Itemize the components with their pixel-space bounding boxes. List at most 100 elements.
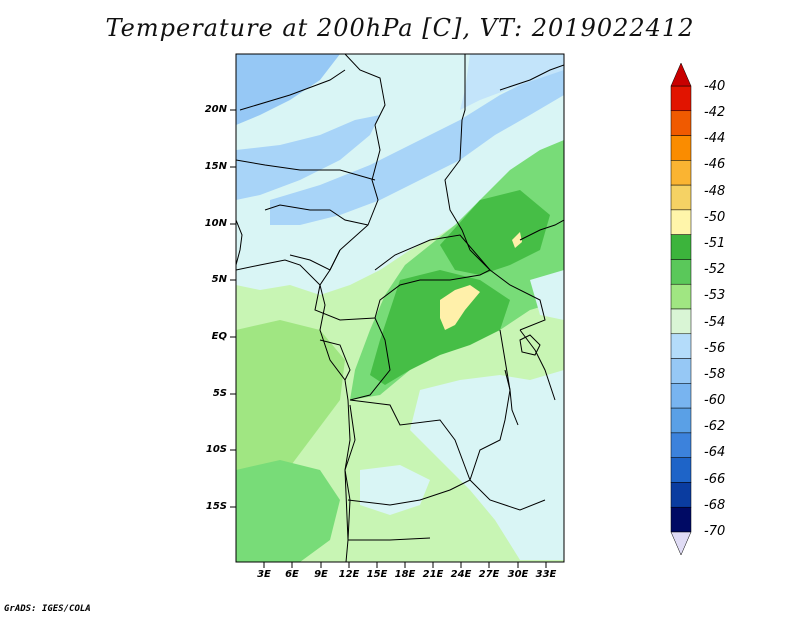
colorbar-label: -70	[704, 524, 726, 539]
cold-patch-ne2	[530, 270, 564, 320]
border-algeria-libya	[344, 54, 386, 126]
colorbar-label: -50	[704, 210, 726, 225]
colorbar-cell	[670, 135, 692, 161]
colorbar-cell	[670, 110, 692, 136]
border-ethiopia	[519, 219, 564, 241]
colorbar-cell	[670, 160, 692, 186]
border-niger-chad	[339, 124, 381, 251]
colorbar-label: -54	[704, 315, 726, 330]
map-fill	[236, 54, 564, 562]
lat-label-20n: 20N	[204, 104, 227, 115]
colorbar-label: -64	[704, 445, 726, 460]
colorbar-label: -68	[704, 498, 726, 513]
lat-label-15s: 15S	[205, 501, 227, 512]
colorbar-top-arrow	[670, 62, 692, 87]
lon-label-27e: 27E	[478, 569, 500, 580]
border-drc-east	[469, 329, 511, 481]
colorbar-label: -40	[704, 79, 726, 94]
border-west-sahel	[236, 159, 376, 181]
colorbar-cell	[670, 85, 692, 112]
colorbar-label: -66	[704, 472, 726, 487]
border-namibia	[348, 537, 431, 541]
green-core	[440, 190, 550, 275]
colorbar-label: -60	[704, 393, 726, 408]
colorbar-cell	[670, 407, 692, 434]
coastline-gulf	[236, 219, 243, 266]
colorbar-cell	[670, 184, 692, 211]
border-drc-south	[349, 399, 471, 481]
lat-label-10s: 10S	[205, 444, 227, 455]
colorbar-label: -48	[704, 184, 726, 199]
grads-credit: GrADS: IGES/COLA	[4, 604, 91, 614]
lat-label-5s: 5S	[212, 388, 227, 399]
cold-patch-south	[360, 465, 430, 515]
colorbar-cell	[670, 259, 692, 285]
coastline-west	[236, 259, 351, 562]
colorbar-label: -62	[704, 419, 726, 434]
lon-label-24e: 24E	[450, 569, 472, 580]
colorbar	[670, 62, 692, 556]
chart-title: Temperature at 200hPa [C], VT: 201902241…	[105, 14, 695, 42]
border-nigeria	[264, 204, 369, 226]
axis-ticks	[230, 109, 547, 568]
lon-label-9e: 9E	[314, 569, 328, 580]
colorbar-label: -56	[704, 341, 726, 356]
cold-band-west	[236, 115, 380, 200]
lake-tanganyika	[504, 369, 519, 426]
border-east-africa	[519, 329, 556, 401]
lat-label-15n: 15N	[204, 161, 227, 172]
colorbar-label: -46	[704, 157, 726, 172]
warm-yellow-patch	[440, 285, 480, 330]
country-borders	[236, 54, 564, 562]
border-zambia	[469, 479, 546, 511]
red-sea-coast	[499, 64, 564, 91]
colorbar-bottom-arrow	[670, 531, 692, 556]
border-gabon	[319, 339, 351, 381]
border-chad-sudan	[444, 119, 491, 271]
lon-label-12e: 12E	[338, 569, 360, 580]
colorbar-label: -58	[704, 367, 726, 382]
colorbar-cell	[670, 457, 692, 483]
colorbar-cell	[670, 333, 692, 359]
border-south-sudan	[489, 269, 546, 331]
colorbar-cell	[670, 432, 692, 458]
colorbar-label: -53	[704, 288, 726, 303]
lon-label-30e: 30E	[507, 569, 529, 580]
colorbar-label: -44	[704, 131, 726, 146]
lat-label-10n: 10N	[204, 218, 227, 229]
colorbar-cell	[670, 209, 692, 235]
colorbar-cell	[670, 308, 692, 335]
cold-patch-east	[410, 370, 564, 560]
lon-label-3e: 3E	[257, 569, 271, 580]
lon-label-33e: 33E	[535, 569, 557, 580]
colorbar-label: -42	[704, 105, 726, 120]
lat-label-eq: EQ	[211, 331, 227, 342]
cold-band-nw	[236, 54, 340, 125]
colorbar-cell	[670, 506, 692, 533]
colorbar-label: -51	[704, 236, 726, 251]
lon-label-21e: 21E	[422, 569, 444, 580]
border-cameroon	[314, 249, 376, 321]
cold-band-central	[270, 65, 564, 225]
colorbar-cell	[670, 234, 692, 260]
colorbar-cell	[670, 383, 692, 409]
lake-victoria	[519, 334, 541, 356]
lon-label-18e: 18E	[394, 569, 416, 580]
cold-band-ne	[460, 54, 564, 110]
border-mali-niger	[239, 69, 346, 111]
colorbar-label: -52	[704, 262, 726, 277]
border-angola-south	[347, 479, 471, 506]
colorbar-cell	[670, 283, 692, 310]
colorbar-cells	[670, 85, 692, 533]
lon-label-6e: 6E	[285, 569, 299, 580]
border-drc-north	[349, 317, 391, 401]
warm-yellow-patch-2	[512, 232, 522, 248]
border-libya-egypt	[461, 54, 466, 121]
plot-frame	[235, 53, 565, 563]
lat-label-5n: 5N	[211, 274, 227, 285]
border-car	[374, 234, 491, 319]
green-basin	[370, 270, 510, 385]
colorbar-cell	[670, 482, 692, 508]
lon-label-15e: 15E	[366, 569, 388, 580]
